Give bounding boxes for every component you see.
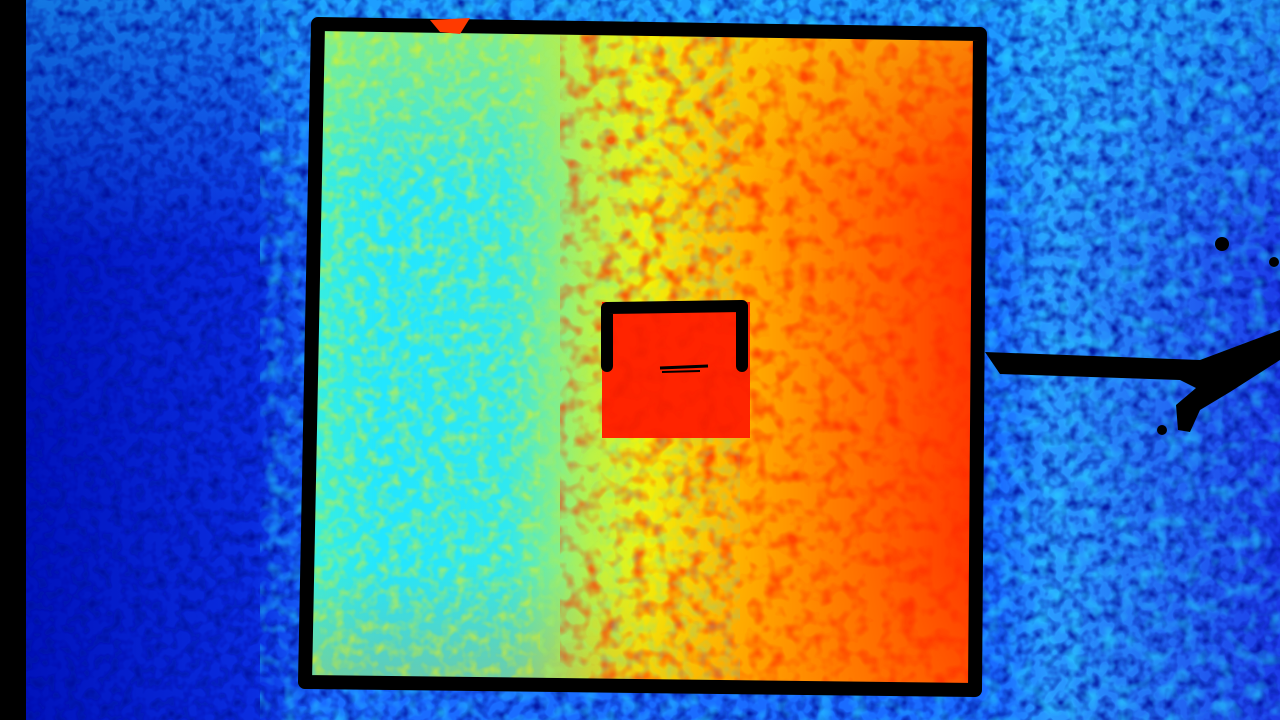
panel-outline (298, 17, 987, 697)
hot-spot-region (601, 300, 750, 438)
cable-shape (985, 237, 1280, 435)
